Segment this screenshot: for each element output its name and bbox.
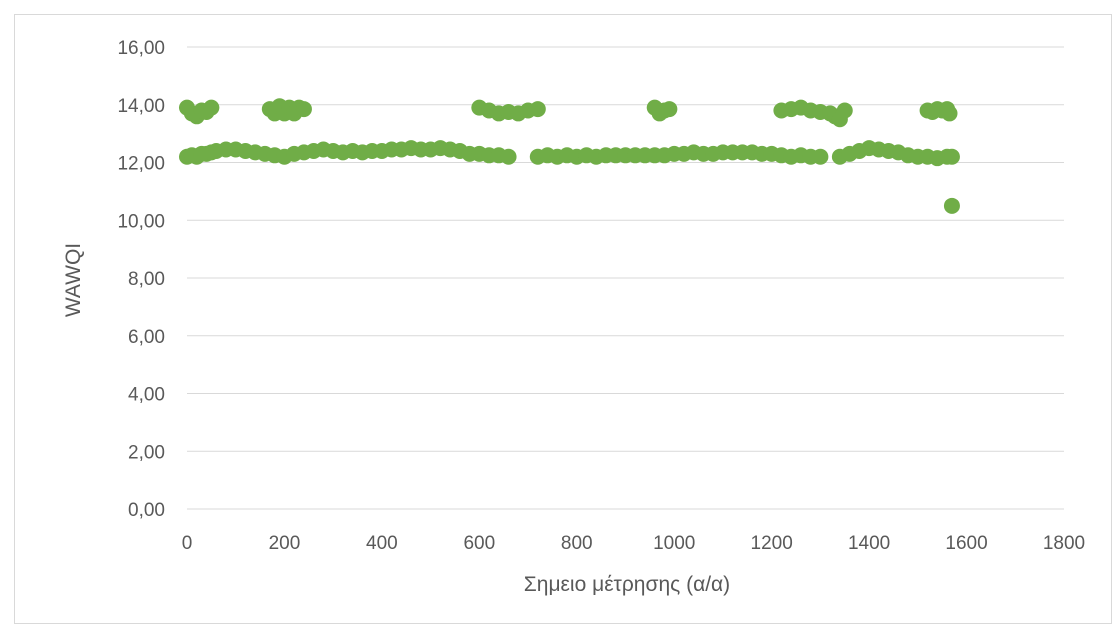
data-point xyxy=(295,101,312,118)
data-point xyxy=(203,99,220,116)
data-point xyxy=(941,105,958,122)
x-tick-label: 0 xyxy=(182,533,193,554)
x-tick-label: 400 xyxy=(366,533,398,554)
y-tick-label: 10,00 xyxy=(117,211,165,232)
x-tick-label: 1600 xyxy=(945,533,987,554)
y-tick-label: 12,00 xyxy=(117,154,165,175)
y-tick-label: 14,00 xyxy=(117,96,165,117)
data-point xyxy=(812,148,829,165)
x-tick-label: 1800 xyxy=(1043,533,1085,554)
x-tick-label: 800 xyxy=(561,533,593,554)
y-tick-label: 16,00 xyxy=(117,38,165,59)
data-points xyxy=(179,98,960,214)
y-tick-label: 4,00 xyxy=(128,385,165,406)
x-tick-label: 1000 xyxy=(653,533,695,554)
y-tick-label: 8,00 xyxy=(128,269,165,290)
y-tick-label: 0,00 xyxy=(128,500,165,521)
data-point xyxy=(661,101,678,118)
data-point xyxy=(529,101,546,118)
y-tick-label: 6,00 xyxy=(128,327,165,348)
x-tick-label: 200 xyxy=(269,533,301,554)
data-point xyxy=(500,148,517,165)
x-tick-label: 1200 xyxy=(751,533,793,554)
x-tick-label: 1400 xyxy=(848,533,890,554)
y-tick-labels: 0,00 2,00 4,00 6,00 8,00 10,00 12,00 14,00 16,00 xyxy=(117,38,165,521)
x-tick-labels: 0 200 400 600 800 1000 1200 1400 1600 1800 xyxy=(182,533,1085,554)
x-axis-title: Σημειο μέτρησης (α/α) xyxy=(524,573,730,596)
data-point xyxy=(943,148,960,165)
x-tick-label: 600 xyxy=(463,533,495,554)
y-tick-label: 2,00 xyxy=(128,442,165,463)
data-point xyxy=(836,102,853,119)
y-axis-title: WAWQI xyxy=(62,243,85,317)
data-point xyxy=(943,197,960,214)
